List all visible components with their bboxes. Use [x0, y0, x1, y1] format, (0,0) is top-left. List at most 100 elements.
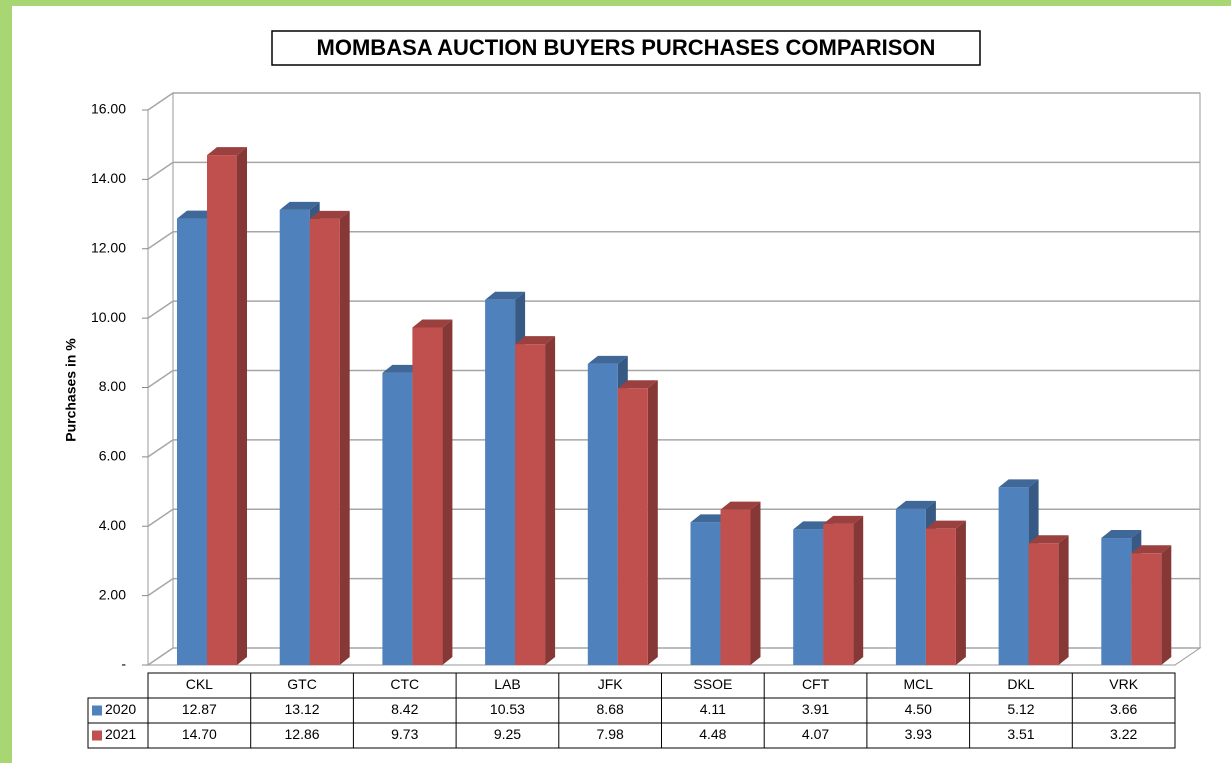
bar-front: [1101, 538, 1132, 665]
bar-top: [895, 500, 936, 509]
x-tick-label: DKL: [1007, 676, 1034, 692]
y-tick-label: 12.00: [91, 239, 126, 255]
bar-top: [925, 520, 966, 529]
bar-front: [720, 509, 751, 665]
bar-side: [545, 336, 556, 665]
bar-front: [207, 155, 237, 665]
legend-label: 2021: [105, 726, 136, 742]
table-value: 12.86: [285, 726, 320, 742]
grid-line: [147, 439, 1200, 458]
bar-front: [690, 522, 721, 665]
table-value: 4.48: [699, 726, 726, 742]
bar-top: [207, 147, 247, 156]
grid-line: [147, 161, 1200, 180]
table-value: 3.93: [905, 726, 932, 742]
table-value: 4.50: [905, 701, 932, 717]
grid-line: [147, 92, 1200, 111]
bar-front: [279, 209, 310, 665]
bar: [720, 501, 761, 665]
table-value: 7.98: [597, 726, 624, 742]
table-value: 3.91: [802, 701, 829, 717]
legend-swatch: [92, 730, 102, 741]
table-value: 3.51: [1007, 726, 1034, 742]
bar-top: [515, 336, 556, 345]
legend-swatch: [92, 705, 102, 716]
bar-side: [442, 319, 453, 665]
table-value: 3.22: [1110, 726, 1137, 742]
bar-side: [339, 210, 350, 665]
bar-side: [955, 520, 966, 665]
bar-front: [998, 487, 1029, 665]
x-tick-label: JFK: [598, 676, 624, 692]
bar-top: [1131, 545, 1172, 554]
bar: [1028, 535, 1069, 665]
bar: [309, 210, 350, 665]
x-tick-label: CTC: [390, 676, 419, 692]
title-box: [271, 30, 981, 66]
bar-front: [309, 218, 340, 665]
x-tick-label: CKL: [186, 676, 213, 692]
x-tick-label: CFT: [802, 676, 830, 692]
bar-side: [1058, 535, 1069, 665]
table-value: 8.42: [391, 701, 418, 717]
grid-line: [147, 508, 1200, 527]
bar-top: [720, 501, 761, 510]
bar: [515, 336, 556, 665]
bar: [207, 147, 247, 665]
bar-front: [1131, 553, 1162, 665]
grid-line: [147, 369, 1200, 389]
y-tick-label: 8.00: [99, 378, 126, 394]
bar-front: [177, 218, 207, 665]
bar-front: [515, 344, 546, 665]
x-tick-label: MCL: [903, 676, 933, 692]
x-tick-label: GTC: [287, 676, 317, 692]
bar: [823, 515, 864, 665]
bar-top: [1101, 530, 1142, 539]
bar-top: [279, 201, 320, 210]
y-tick-label: 14.00: [91, 170, 126, 186]
bar-front: [412, 327, 443, 665]
table-value: 4.07: [802, 726, 829, 742]
y-tick-label: 4.00: [99, 517, 126, 533]
bar-front: [1028, 543, 1059, 665]
bar-side: [1161, 545, 1172, 665]
bar-top: [617, 380, 658, 389]
y-tick-label: 6.00: [99, 448, 126, 464]
y-tick-label: 16.00: [91, 101, 126, 117]
x-tick-label: LAB: [494, 676, 520, 692]
table-value: 12.87: [182, 701, 217, 717]
bar-front: [587, 363, 618, 665]
bar-top: [1028, 535, 1069, 544]
bar-side: [750, 501, 761, 665]
bar-front: [793, 529, 824, 665]
bar-front: [925, 528, 956, 665]
table-value: 9.73: [391, 726, 418, 742]
bar: [1131, 545, 1172, 665]
bar-front: [823, 523, 854, 665]
y-tick-label: 2.00: [99, 586, 126, 602]
table-value: 14.70: [182, 726, 217, 742]
grid-line: [147, 300, 1200, 319]
table-value: 3.66: [1110, 701, 1137, 717]
x-tick-label: VRK: [1109, 676, 1138, 692]
table-value: 4.11: [700, 701, 726, 717]
bar-side: [647, 380, 658, 665]
bar-front: [895, 508, 926, 665]
y-axis-label: Purchases in %: [63, 338, 79, 442]
table-value: 5.12: [1007, 701, 1034, 717]
bar-top: [485, 291, 526, 300]
table-value: 9.25: [494, 726, 521, 742]
bar-front: [382, 372, 413, 665]
bar-front: [485, 299, 516, 665]
bar-side: [237, 147, 247, 665]
bar: [617, 380, 658, 665]
chart-title: MOMBASA AUCTION BUYERS PURCHASES COMPARI…: [317, 35, 936, 60]
bar-top: [998, 479, 1039, 488]
bar-top: [823, 515, 864, 524]
bar: [412, 319, 453, 665]
bar-side: [853, 515, 864, 665]
y-tick-label: -: [121, 656, 126, 672]
bar-front: [617, 388, 648, 665]
